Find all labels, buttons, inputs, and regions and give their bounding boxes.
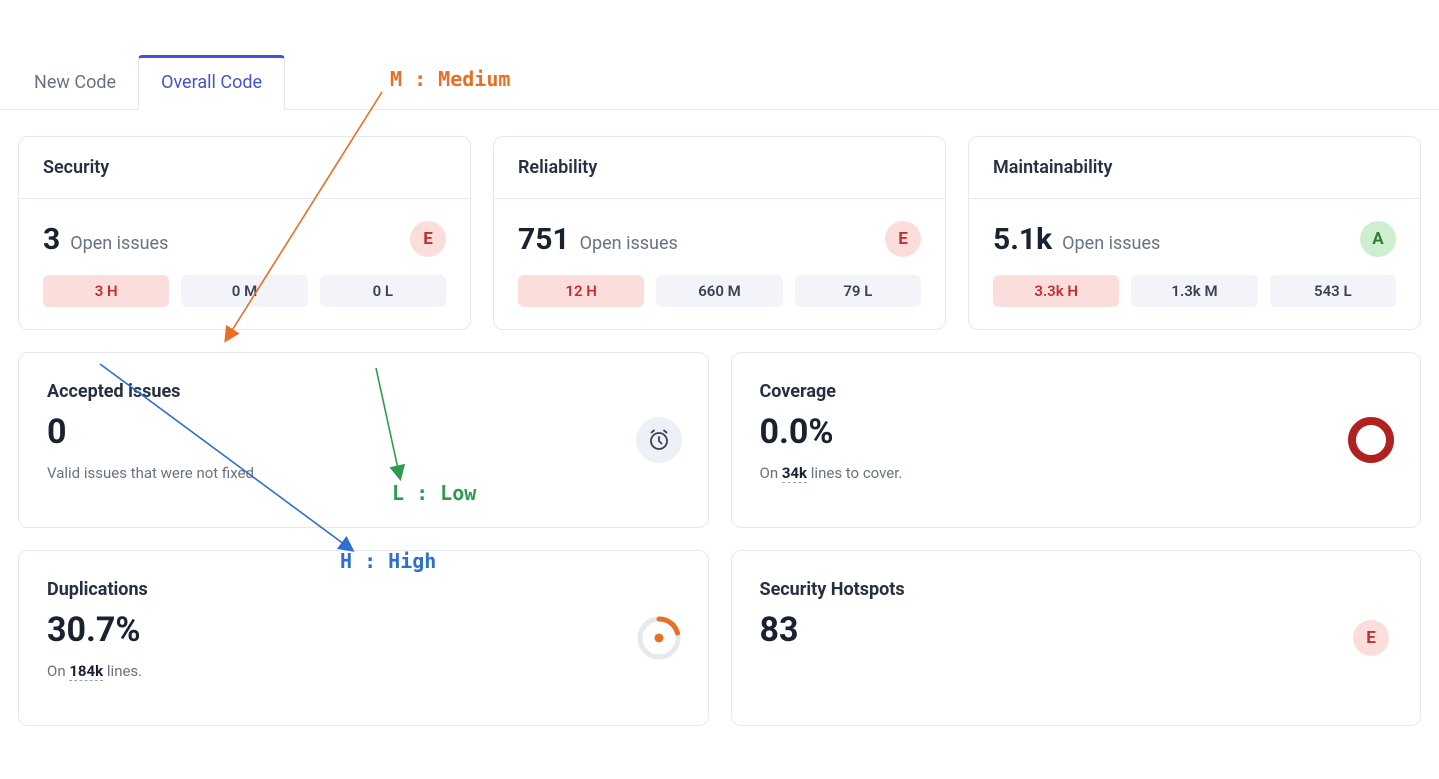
reliability-low-pill[interactable]: 79 L xyxy=(795,275,921,307)
duplications-subtitle: On 184k lines. xyxy=(47,662,680,680)
coverage-subtitle: On 34k lines to cover. xyxy=(760,464,1393,482)
maintainability-grade-badge[interactable]: A xyxy=(1360,221,1396,257)
accepted-issues-value[interactable]: 0 xyxy=(47,412,680,452)
duplications-value[interactable]: 30.7% xyxy=(47,610,680,650)
coverage-value[interactable]: 0.0% xyxy=(760,412,1393,452)
reliability-count[interactable]: 751 xyxy=(518,222,570,257)
reliability-card: Reliability 751 Open issues E 12 H 660 M… xyxy=(493,136,946,330)
security-grade-badge[interactable]: E xyxy=(410,221,446,257)
coverage-lines[interactable]: 34k xyxy=(782,464,807,483)
tab-overall-code[interactable]: Overall Code xyxy=(138,55,285,110)
security-title: Security xyxy=(19,137,470,199)
maintainability-title: Maintainability xyxy=(969,137,1420,199)
reliability-grade-badge[interactable]: E xyxy=(885,221,921,257)
reliability-title: Reliability xyxy=(494,137,945,199)
snooze-icon xyxy=(636,417,682,463)
security-high-pill[interactable]: 3 H xyxy=(43,275,169,307)
security-low-pill[interactable]: 0 L xyxy=(320,275,446,307)
maintainability-high-pill[interactable]: 3.3k H xyxy=(993,275,1119,307)
accepted-issues-title: Accepted issues xyxy=(47,381,680,402)
reliability-medium-pill[interactable]: 660 M xyxy=(656,275,782,307)
maintainability-low-pill[interactable]: 543 L xyxy=(1270,275,1396,307)
code-tabs: New Code Overall Code xyxy=(0,48,1439,110)
coverage-panel: Coverage 0.0% On 34k lines to cover. xyxy=(731,352,1422,528)
tab-new-code[interactable]: New Code xyxy=(12,58,138,109)
open-issues-label: Open issues xyxy=(1062,233,1160,254)
security-card: Security 3 Open issues E 3 H 0 M 0 L xyxy=(18,136,471,330)
duplications-gauge-icon xyxy=(636,615,682,661)
security-hotspots-value[interactable]: 83 xyxy=(760,610,1393,650)
open-issues-label: Open issues xyxy=(580,233,678,254)
maintainability-card: Maintainability 5.1k Open issues A 3.3k … xyxy=(968,136,1421,330)
security-hotspots-panel: Security Hotspots 83 E xyxy=(731,550,1422,726)
duplications-title: Duplications xyxy=(47,579,680,600)
coverage-ring-icon xyxy=(1348,417,1394,463)
duplications-lines[interactable]: 184k xyxy=(69,662,103,681)
reliability-high-pill[interactable]: 12 H xyxy=(518,275,644,307)
maintainability-medium-pill[interactable]: 1.3k M xyxy=(1131,275,1257,307)
coverage-title: Coverage xyxy=(760,381,1393,402)
duplications-panel: Duplications 30.7% On 184k lines. xyxy=(18,550,709,726)
maintainability-count[interactable]: 5.1k xyxy=(993,222,1052,257)
security-hotspots-title: Security Hotspots xyxy=(760,579,1393,600)
open-issues-label: Open issues xyxy=(70,233,168,254)
accepted-issues-panel: Accepted issues 0 Valid issues that were… xyxy=(18,352,709,528)
accepted-issues-subtitle: Valid issues that were not fixed xyxy=(47,464,680,482)
security-hotspots-grade-badge[interactable]: E xyxy=(1353,620,1389,656)
security-count[interactable]: 3 xyxy=(43,222,60,257)
security-medium-pill[interactable]: 0 M xyxy=(181,275,307,307)
